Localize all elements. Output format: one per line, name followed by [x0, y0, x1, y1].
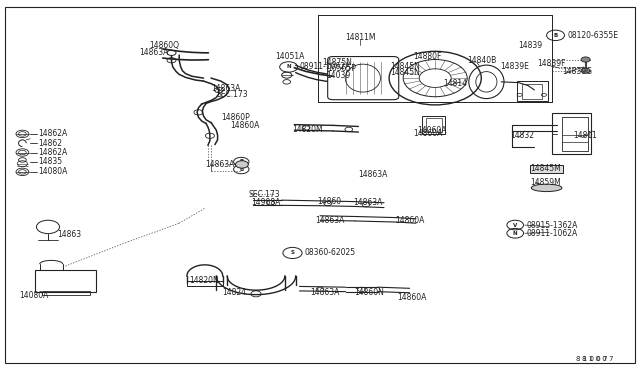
Text: 14832: 14832 [510, 131, 534, 140]
Text: 14820N: 14820N [189, 276, 218, 285]
Text: 14860A: 14860A [413, 129, 442, 138]
Text: 14051A: 14051A [275, 52, 305, 61]
Text: 8 1 0 0 7: 8 1 0 0 7 [576, 356, 607, 362]
Text: 14845M: 14845M [530, 164, 561, 173]
Text: 8 1 0 0 7: 8 1 0 0 7 [582, 356, 613, 362]
Text: 14862: 14862 [38, 139, 63, 148]
Text: 14845N: 14845N [390, 68, 420, 77]
Text: 14863A: 14863A [315, 216, 344, 225]
FancyArrowPatch shape [163, 49, 209, 53]
Text: 14863A: 14863A [358, 170, 388, 179]
Text: 14814: 14814 [444, 79, 467, 88]
Text: N: N [286, 64, 291, 70]
Text: 14060A: 14060A [417, 126, 447, 135]
Text: 14863A: 14863A [205, 160, 234, 169]
Text: 14835: 14835 [38, 157, 63, 166]
Bar [562, 117, 588, 151]
Text: 14860P: 14860P [221, 113, 250, 122]
Bar [35, 270, 96, 292]
Text: 14908A: 14908A [251, 198, 280, 207]
Text: 14860A: 14860A [397, 293, 426, 302]
Text: S: S [291, 250, 294, 256]
Text: 08120-6355E: 08120-6355E [567, 31, 618, 40]
Text: 14845N: 14845N [390, 62, 420, 71]
Text: SEC.173: SEC.173 [248, 190, 280, 199]
Text: 14862A: 14862A [38, 129, 68, 138]
Text: 14080A: 14080A [38, 167, 68, 176]
Text: 14860: 14860 [317, 197, 341, 206]
Text: 14863A: 14863A [211, 84, 241, 93]
Text: 14839G: 14839G [562, 67, 592, 76]
Text: 14039: 14039 [326, 71, 351, 80]
Text: 14820M: 14820M [292, 125, 323, 134]
FancyBboxPatch shape [328, 57, 399, 100]
Text: 14860A: 14860A [230, 121, 260, 130]
Text: 14839F: 14839F [538, 59, 566, 68]
Text: 08915-1362A: 08915-1362A [526, 221, 577, 230]
FancyArrowPatch shape [296, 65, 330, 74]
Text: 14880F: 14880F [413, 52, 441, 61]
Text: N: N [513, 231, 518, 236]
Bar [422, 116, 445, 134]
Bar [552, 113, 591, 154]
Text: 14080A: 14080A [19, 291, 49, 300]
Text: 14839: 14839 [518, 41, 543, 50]
Bar [187, 281, 223, 286]
Text: 08360-62025: 08360-62025 [305, 248, 356, 257]
Text: B: B [239, 159, 243, 164]
Text: 14859M: 14859M [530, 178, 561, 187]
Text: B: B [554, 33, 557, 38]
Bar [426, 118, 442, 132]
Text: 14860N: 14860N [354, 288, 384, 297]
Text: SEC.173: SEC.173 [216, 90, 248, 99]
Circle shape [581, 57, 590, 62]
Text: 14824: 14824 [222, 288, 246, 297]
Text: 14840B: 14840B [467, 56, 497, 65]
Ellipse shape [531, 184, 562, 192]
Text: 14863: 14863 [58, 230, 82, 239]
Text: 14863A: 14863A [140, 48, 169, 57]
Text: V: V [513, 222, 517, 228]
Text: 08911-1062A: 08911-1062A [526, 229, 577, 238]
Text: 16565P: 16565P [328, 64, 356, 73]
Text: 14862A: 14862A [38, 148, 68, 157]
Text: 14839E: 14839E [500, 62, 529, 71]
Text: 14811: 14811 [573, 131, 596, 140]
Bar [42, 291, 90, 295]
Circle shape [236, 161, 248, 168]
Bar [517, 81, 548, 101]
Bar [522, 84, 542, 99]
Text: 14860A: 14860A [395, 216, 424, 225]
Text: 08911-1062A: 08911-1062A [300, 62, 351, 71]
Circle shape [581, 68, 590, 73]
Text: B: B [239, 167, 243, 172]
Text: 14863A: 14863A [310, 288, 340, 297]
FancyArrowPatch shape [296, 73, 330, 81]
Bar [530, 165, 563, 173]
FancyArrowPatch shape [163, 58, 209, 60]
Text: 14863A: 14863A [353, 198, 383, 207]
Text: 14811M: 14811M [346, 33, 376, 42]
Text: 14860Q: 14860Q [149, 41, 179, 50]
Text: 14875N: 14875N [322, 58, 352, 67]
